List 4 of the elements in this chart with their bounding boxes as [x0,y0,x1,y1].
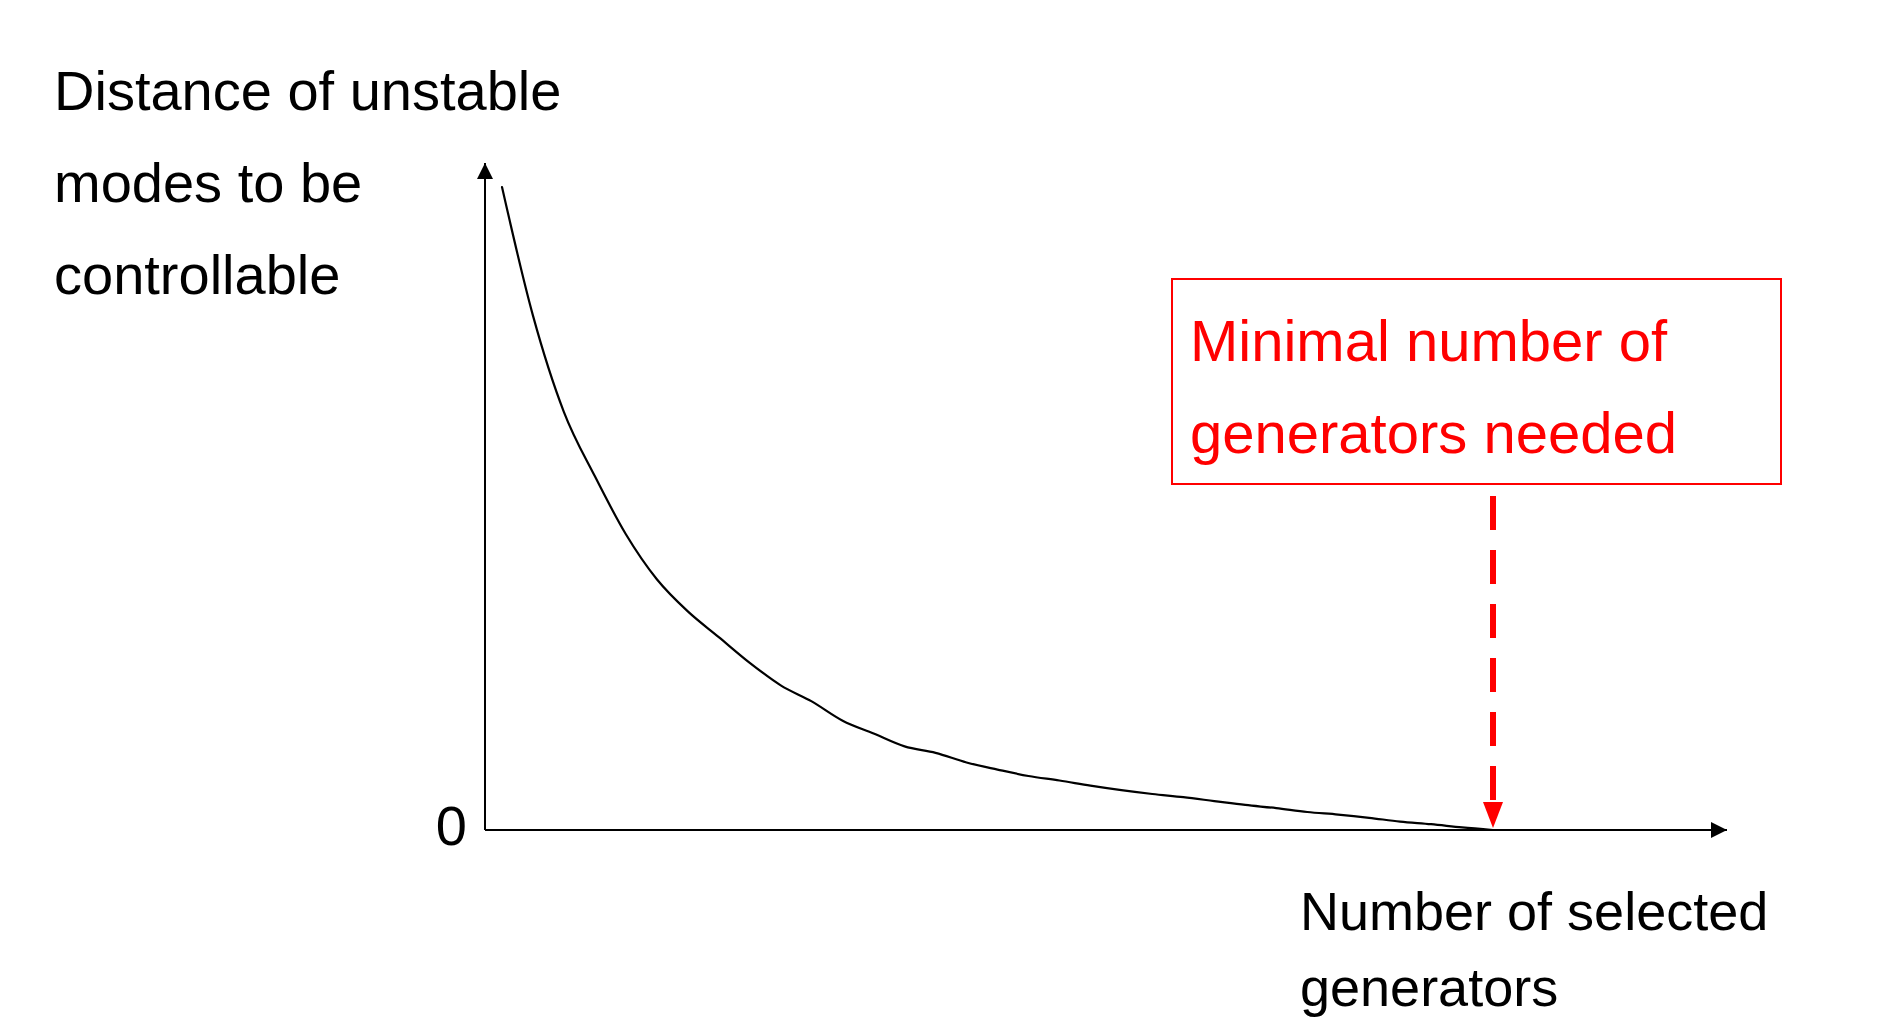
text: 0 [435,793,467,857]
annotation: Minimal number of generators needed [1190,308,1677,465]
y-axis-title: Distance of unstable modes to be controllable [54,59,562,306]
x-axis-title: Number of selected generators [1300,881,1769,1017]
